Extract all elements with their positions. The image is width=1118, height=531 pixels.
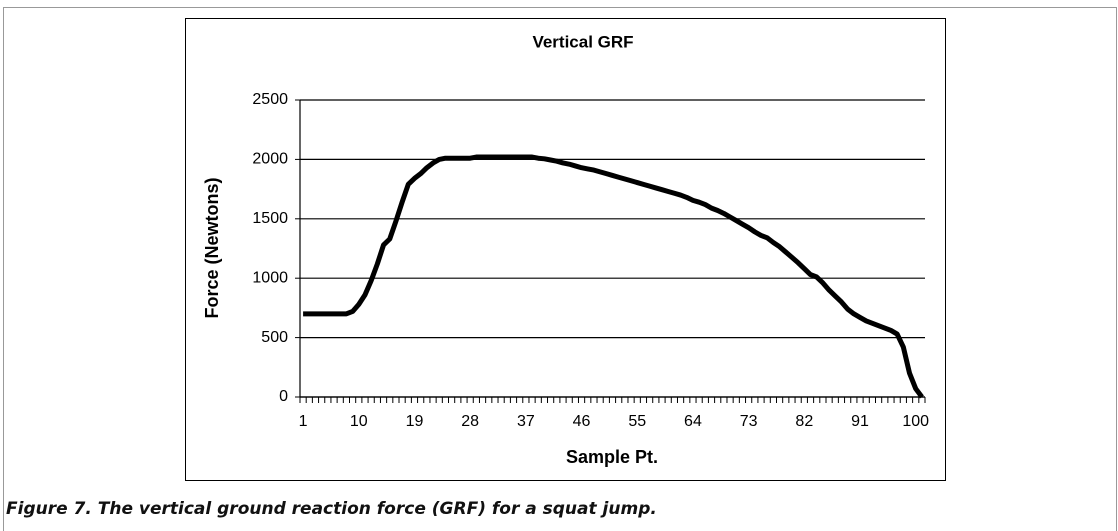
x-tick-label: 100 bbox=[902, 413, 929, 430]
x-tick-label: 73 bbox=[740, 413, 758, 430]
x-tick-label: 19 bbox=[406, 413, 424, 430]
x-tick-label: 28 bbox=[461, 413, 479, 430]
x-tick-label: 91 bbox=[851, 413, 869, 430]
x-tick-label: 55 bbox=[628, 413, 646, 430]
y-tick-label: 1000 bbox=[252, 269, 288, 286]
y-axis-label: Force (Newtons) bbox=[202, 177, 222, 318]
caption: Figure 7. The vertical ground reaction f… bbox=[6, 499, 657, 519]
x-axis-label: Sample Pt. bbox=[566, 447, 658, 467]
y-tick-label: 500 bbox=[261, 329, 288, 346]
x-tick-label: 82 bbox=[795, 413, 813, 430]
chart-title: Vertical GRF bbox=[532, 32, 633, 51]
x-tick-label: 37 bbox=[517, 413, 535, 430]
x-tick-label: 46 bbox=[573, 413, 591, 430]
y-tick-label: 2000 bbox=[252, 151, 288, 168]
x-tick-label: 64 bbox=[684, 413, 702, 430]
y-tick-label: 2500 bbox=[252, 91, 288, 108]
data-line bbox=[303, 154, 924, 399]
y-tick-label: 0 bbox=[279, 388, 288, 405]
x-tick-label: 10 bbox=[350, 413, 368, 430]
x-tick-label: 1 bbox=[299, 413, 308, 430]
y-tick-label: 1500 bbox=[252, 210, 288, 227]
frame bbox=[3, 7, 1117, 531]
chart-box bbox=[185, 18, 946, 481]
